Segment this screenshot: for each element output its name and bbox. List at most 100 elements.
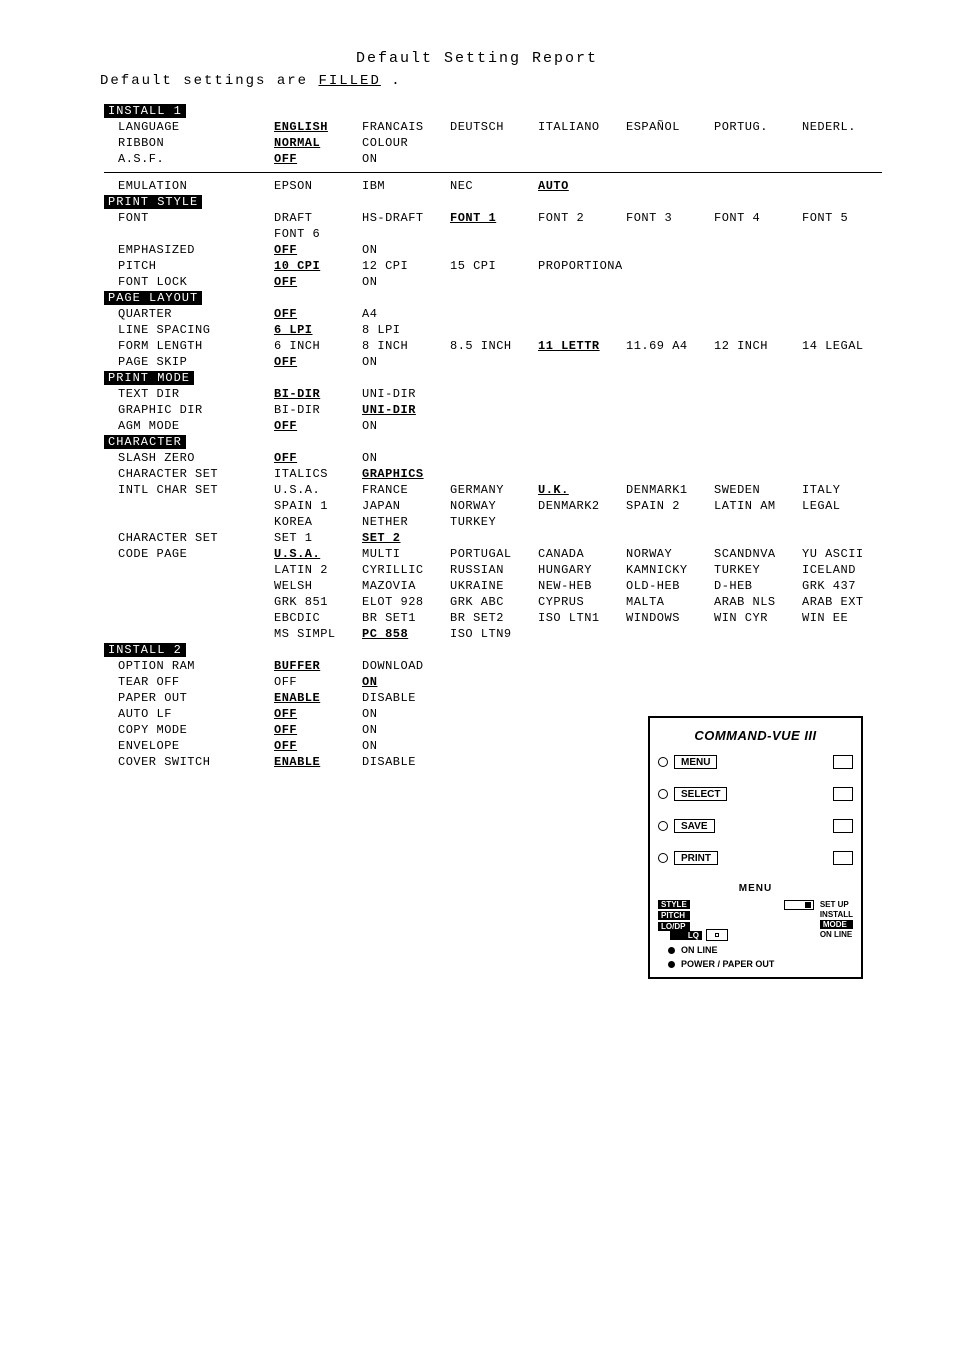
setting-option [534, 626, 622, 642]
setting-option [798, 626, 886, 642]
setting-option [710, 626, 798, 642]
setting-option [710, 354, 798, 370]
panel-button-print[interactable] [833, 851, 853, 865]
setting-option: GRAPHICS [358, 466, 446, 482]
separator [100, 167, 886, 178]
setting-option: FONT 1 [446, 210, 534, 226]
setting-option: 6 INCH [270, 338, 358, 354]
control-panel: COMMAND-VUE III MENUSELECTSAVEPRINT MENU… [648, 716, 863, 979]
setting-option: NEC [446, 178, 534, 194]
setting-option: BI-DIR [270, 402, 358, 418]
setting-row: TEAR OFFOFFON [100, 674, 886, 690]
setting-option [358, 226, 446, 242]
panel-brand: COMMAND-VUE III [658, 728, 853, 743]
setting-option [534, 402, 622, 418]
setting-option [798, 178, 886, 194]
setting-option: FRANCE [358, 482, 446, 498]
panel-button-label: SELECT [674, 787, 727, 801]
setting-row: FONTDRAFTHS-DRAFTFONT 1FONT 2FONT 3FONT … [100, 210, 886, 226]
setting-option [622, 135, 710, 151]
setting-option: FONT 3 [622, 210, 710, 226]
setting-option: GERMANY [446, 482, 534, 498]
setting-option [446, 738, 534, 754]
setting-option [446, 418, 534, 434]
setting-option: ON [358, 722, 446, 738]
setting-row: RIBBONNORMALCOLOUR [100, 135, 886, 151]
setting-label: GRAPHIC DIR [100, 402, 270, 418]
setting-option: 15 CPI [446, 258, 534, 274]
panel-badge: PITCH [658, 911, 690, 920]
section-header: PRINT MODE [104, 371, 194, 385]
panel-lo-badge: LQ [670, 931, 702, 940]
panel-right-labels: SET UPINSTALLMODEON LINE [820, 900, 853, 939]
setting-option: DENMARK1 [622, 482, 710, 498]
setting-option [798, 386, 886, 402]
setting-option: SET 1 [270, 530, 358, 546]
setting-option [446, 690, 534, 706]
setting-label: ENVELOPE [100, 738, 270, 754]
setting-option [710, 450, 798, 466]
setting-option [446, 306, 534, 322]
setting-option [446, 151, 534, 167]
setting-option [710, 658, 798, 674]
setting-option [446, 322, 534, 338]
setting-label [100, 226, 270, 242]
panel-button-label: PRINT [674, 851, 718, 865]
panel-button-save[interactable] [833, 819, 853, 833]
setting-option [622, 658, 710, 674]
setting-option: CANADA [534, 546, 622, 562]
setting-option: ENABLE [270, 690, 358, 706]
setting-option: JAPAN [358, 498, 446, 514]
setting-option [534, 674, 622, 690]
panel-button-row: PRINT [658, 851, 853, 865]
setting-label [100, 626, 270, 642]
setting-option: ON [358, 242, 446, 258]
setting-option [710, 226, 798, 242]
setting-label: COVER SWITCH [100, 754, 270, 770]
setting-option: ON [358, 674, 446, 690]
setting-option: 14 LEGAL [798, 338, 886, 354]
setting-label: CODE PAGE [100, 546, 270, 562]
setting-row: FONT LOCKOFFON [100, 274, 886, 290]
setting-option: NORWAY [446, 498, 534, 514]
setting-option [534, 386, 622, 402]
subline-prefix: Default settings are [100, 73, 318, 89]
setting-option [534, 514, 622, 530]
setting-option: LATIN 2 [270, 562, 358, 578]
setting-option: SET 2 [358, 530, 446, 546]
setting-option: CYPRUS [534, 594, 622, 610]
setting-option: NETHER [358, 514, 446, 530]
setting-option: ITALICS [270, 466, 358, 482]
setting-option: PROPORTIONAL [534, 258, 622, 274]
setting-option [622, 450, 710, 466]
setting-option: BR SET1 [358, 610, 446, 626]
led-icon [658, 757, 668, 767]
setting-option: DRAFT [270, 210, 358, 226]
setting-option [534, 151, 622, 167]
setting-option: OFF [270, 722, 358, 738]
setting-option [446, 530, 534, 546]
setting-option [798, 354, 886, 370]
setting-row: PITCH10 CPI12 CPI15 CPIPROPORTIONAL [100, 258, 886, 274]
panel-button-select[interactable] [833, 787, 853, 801]
setting-option [710, 135, 798, 151]
setting-option [798, 658, 886, 674]
setting-row: LATIN 2CYRILLICRUSSIANHUNGARYKAMNICKYTUR… [100, 562, 886, 578]
setting-option: A4 [358, 306, 446, 322]
setting-option: DISABLE [358, 690, 446, 706]
setting-option [622, 674, 710, 690]
setting-option: OFF [270, 306, 358, 322]
setting-label [100, 594, 270, 610]
setting-option [710, 242, 798, 258]
panel-button-menu[interactable] [833, 755, 853, 769]
setting-row: FORM LENGTH6 INCH8 INCH8.5 INCH11 LETTR1… [100, 338, 886, 354]
setting-label [100, 562, 270, 578]
setting-row: FONT 6 [100, 226, 886, 242]
setting-label: FORM LENGTH [100, 338, 270, 354]
setting-option: ON [358, 738, 446, 754]
setting-option: EBCDIC [270, 610, 358, 626]
setting-option: D-HEB [710, 578, 798, 594]
cassette-icon [706, 929, 728, 941]
setting-option [534, 658, 622, 674]
setting-option [534, 450, 622, 466]
